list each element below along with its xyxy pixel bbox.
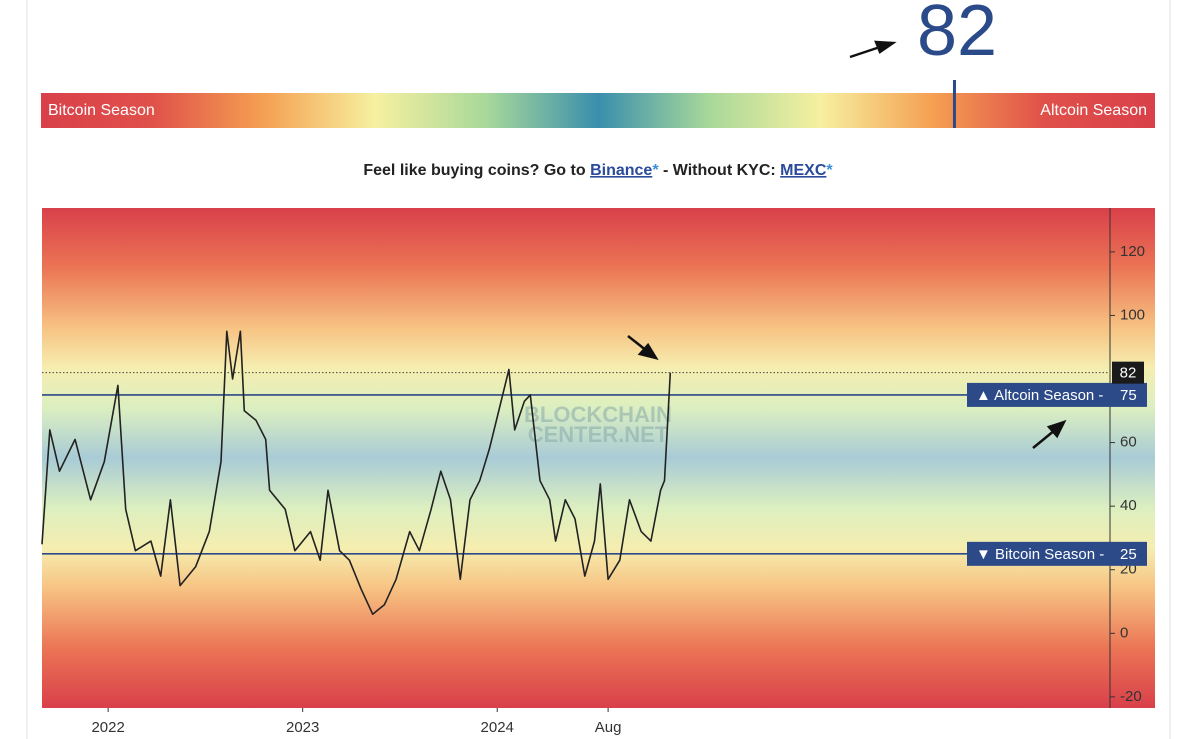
annotation-arrow: [627, 335, 1067, 449]
reference-label: ▲ Altcoin Season -: [976, 387, 1103, 404]
y-tick-label: 0: [1120, 624, 1128, 641]
y-tick-label: 100: [1120, 306, 1145, 323]
watermark: BLOCKCHAIN: [524, 402, 672, 427]
watermark: CENTER.NET: [528, 422, 669, 447]
link[interactable]: MEXC: [780, 162, 827, 179]
current-value-box: [1112, 361, 1144, 384]
plot-background: [42, 208, 1155, 708]
y-tick-label: -20: [1120, 688, 1142, 705]
current-value-label: 82: [1120, 365, 1137, 382]
data-line: [41, 330, 672, 615]
x-tick-label: 2024: [481, 719, 514, 736]
annotation-arrow: [849, 40, 897, 59]
scale-bar: [41, 93, 1155, 128]
x-tick-label: 2023: [286, 719, 319, 736]
y-tick-label: 40: [1120, 497, 1137, 514]
link[interactable]: Binance: [590, 162, 652, 179]
reference-label-box: [967, 541, 1147, 566]
reference-value: 25: [1120, 546, 1137, 563]
promo-text: Feel like buying coins? Go to Binance* -…: [363, 162, 833, 179]
y-tick-label: 120: [1120, 243, 1145, 260]
reference-value: 75: [1120, 387, 1137, 404]
reference-label: ▼ Bitcoin Season -: [976, 546, 1104, 563]
index-value: 82: [917, 0, 997, 71]
scale-right-label: Altcoin Season: [1040, 102, 1147, 119]
scale-left-label: Bitcoin Season: [48, 102, 155, 119]
x-tick-label: 2022: [91, 719, 124, 736]
promo-text: Feel like buying coins? Go to: [363, 162, 590, 179]
reference-label-box: [967, 382, 1147, 407]
star: *: [652, 162, 659, 179]
promo-text: - Without KYC:: [659, 162, 781, 179]
x-tick-label: Aug: [595, 719, 622, 736]
y-tick-label: 60: [1120, 434, 1137, 451]
star: *: [826, 162, 833, 179]
